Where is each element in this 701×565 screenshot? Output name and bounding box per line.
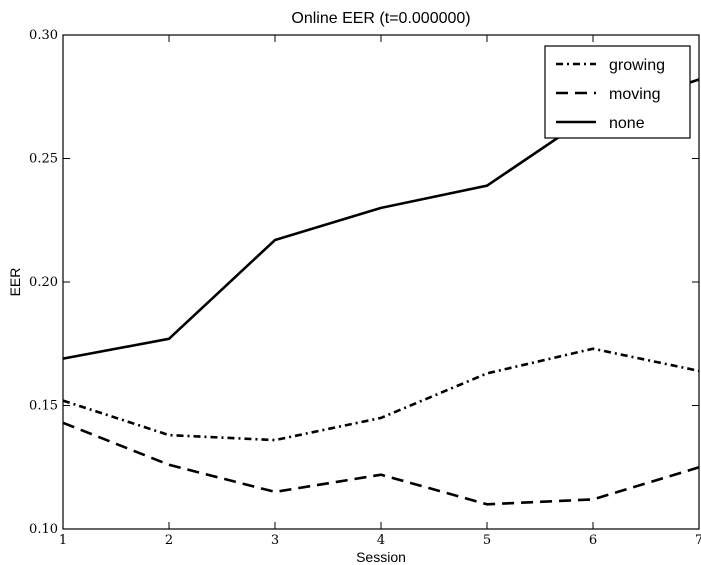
y-tick-label: 0.20 xyxy=(29,275,58,290)
x-tick-label: 5 xyxy=(483,533,491,548)
legend-label-growing: growing xyxy=(609,57,665,74)
x-tick-label: 2 xyxy=(165,533,173,548)
x-tick-label: 1 xyxy=(59,533,67,548)
chart-title: Online EER (t=0.000000) xyxy=(291,10,470,27)
x-axis-label: Session xyxy=(356,549,406,565)
legend-label-none: none xyxy=(609,115,645,132)
series-line-growing xyxy=(62,347,700,442)
ticks-layer: 1 2 3 4 5 6 7 0.10 0.15 0.20 0.25 0.30 xyxy=(29,28,701,548)
series-layer xyxy=(62,78,700,506)
y-tick-label: 0.15 xyxy=(29,399,58,414)
x-tick-label: 3 xyxy=(271,533,279,548)
series-line-moving xyxy=(62,421,700,506)
x-tick-label: 4 xyxy=(377,533,385,548)
y-tick-label: 0.10 xyxy=(29,522,58,537)
y-axis-label: EER xyxy=(7,268,23,297)
y-tick-label: 0.30 xyxy=(29,28,58,43)
y-tick-label: 0.25 xyxy=(29,152,58,167)
legend: growing moving none xyxy=(544,45,691,139)
legend-label-moving: moving xyxy=(609,86,661,103)
x-tick-label: 6 xyxy=(589,533,597,548)
plot-frame xyxy=(62,34,700,530)
x-tick-label: 7 xyxy=(695,533,701,548)
